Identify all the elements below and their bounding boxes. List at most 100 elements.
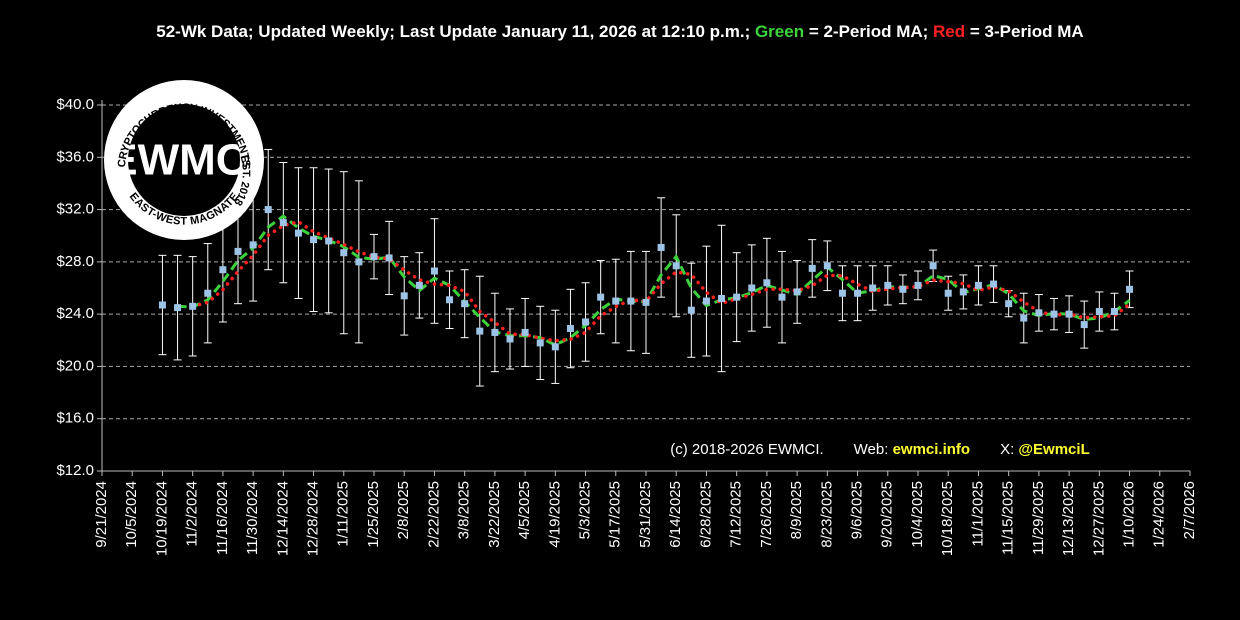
x-tick-label: 1/10/2026: [1121, 481, 1138, 548]
marker: [823, 262, 831, 270]
marker: [340, 249, 348, 257]
x-tick-label: 5/3/2025: [577, 481, 594, 539]
x-tick-label: 11/30/2024: [244, 481, 261, 555]
title-part: Green: [755, 22, 804, 41]
x-tick-label: 4/5/2025: [516, 481, 533, 539]
x-tick-label: 5/31/2025: [637, 481, 654, 548]
marker: [914, 281, 922, 289]
x-tick-label: 10/19/2024: [153, 481, 170, 556]
x-tick-label: 1/25/2025: [365, 481, 382, 548]
x-tick-label: 11/1/2025: [969, 481, 986, 547]
x-tick-label: 1/24/2026: [1151, 481, 1168, 548]
marker: [899, 285, 907, 293]
x-tick-label: 12/28/2024: [305, 481, 322, 556]
y-tick-label: $36.0: [56, 148, 94, 165]
x-tick-label: 2/7/2026: [1181, 481, 1198, 539]
marker: [702, 297, 710, 305]
x-tick-label: 7/26/2025: [758, 481, 775, 548]
marker: [1050, 310, 1058, 318]
marker: [869, 284, 877, 292]
marker: [1080, 321, 1088, 329]
marker: [672, 262, 680, 270]
marker: [219, 266, 227, 274]
y-tick-label: $28.0: [56, 253, 94, 270]
marker: [174, 304, 182, 312]
x-tick-label: 12/13/2025: [1060, 481, 1077, 556]
footer-part: @EwmciL: [1018, 441, 1089, 458]
marker: [566, 325, 574, 333]
y-tick-label: $24.0: [56, 305, 94, 322]
x-tick-label: 9/6/2025: [849, 481, 866, 539]
x-tick-label: 11/15/2025: [1000, 481, 1017, 555]
marker: [838, 289, 846, 297]
y-tick-label: $32.0: [56, 201, 94, 218]
marker: [974, 281, 982, 289]
marker: [234, 247, 242, 255]
marker: [1035, 309, 1043, 317]
logo: EWMCI CRYPTOCURRENCY INVESTMENTS EST. 20…: [104, 80, 264, 240]
x-tick-label: 12/14/2024: [274, 481, 291, 556]
x-tick-label: 9/20/2025: [879, 481, 896, 548]
marker: [355, 258, 363, 266]
footer: (c) 2018-2026 EWMCI. Web: ewmci.info X: @E…: [670, 441, 1089, 458]
x-tick-label: 2/8/2025: [395, 481, 412, 539]
x-tick-label: 10/18/2025: [939, 481, 956, 556]
footer-part: ewmci.info: [893, 441, 971, 458]
x-tick-label: 10/5/2024: [123, 481, 140, 548]
marker: [310, 236, 318, 244]
marker: [733, 293, 741, 301]
logo-inner: [128, 104, 240, 216]
x-tick-label: 11/2/2024: [184, 481, 201, 547]
marker: [1020, 314, 1028, 322]
x-tick-label: 1/11/2025: [335, 481, 352, 547]
marker: [1110, 308, 1118, 316]
logo-center: EWMCI: [108, 136, 260, 185]
x-tick-label: 4/19/2025: [546, 481, 563, 548]
marker: [642, 298, 650, 306]
marker: [476, 327, 484, 335]
marker: [400, 292, 408, 300]
y-tick-label: $20.0: [56, 357, 94, 374]
marker: [491, 328, 499, 336]
marker: [944, 289, 952, 297]
marker: [521, 328, 529, 336]
x-tick-label: 6/14/2025: [667, 481, 684, 548]
marker: [415, 281, 423, 289]
x-tick-label: 11/16/2024: [214, 481, 231, 555]
x-tick-label: 6/28/2025: [697, 481, 714, 548]
marker: [430, 267, 438, 275]
footer-part: Web:: [854, 441, 893, 458]
marker: [1095, 308, 1103, 316]
marker: [1005, 300, 1013, 308]
marker: [158, 301, 166, 309]
x-tick-label: 9/21/2024: [93, 481, 110, 548]
marker: [612, 297, 620, 305]
marker: [1065, 310, 1073, 318]
footer-part: (c) 2018-2026 EWMCI.: [670, 441, 823, 458]
marker: [627, 297, 635, 305]
marker: [249, 241, 257, 249]
marker: [778, 293, 786, 301]
marker: [264, 206, 272, 214]
marker: [687, 306, 695, 314]
y-tick-label: $12.0: [56, 462, 94, 479]
marker: [748, 284, 756, 292]
x-tick-label: 12/27/2025: [1090, 481, 1107, 556]
marker: [506, 335, 514, 343]
marker: [461, 300, 469, 308]
x-tick-label: 3/22/2025: [486, 481, 503, 548]
x-tick-label: 5/17/2025: [607, 481, 624, 548]
marker: [204, 289, 212, 297]
marker: [279, 219, 287, 227]
y-tick-label: $40.0: [56, 96, 94, 113]
x-tick-label: 8/9/2025: [788, 481, 805, 539]
marker: [718, 294, 726, 302]
footer-part: X:: [1000, 441, 1018, 458]
marker: [793, 288, 801, 296]
marker: [854, 289, 862, 297]
title-part: = 2-Period MA;: [804, 22, 933, 41]
marker: [990, 280, 998, 288]
x-tick-label: 8/23/2025: [818, 481, 835, 548]
title-part: 52-Wk Data; Updated Weekly; Last Update …: [156, 22, 755, 41]
title-part: = 3-Period MA: [965, 22, 1084, 41]
